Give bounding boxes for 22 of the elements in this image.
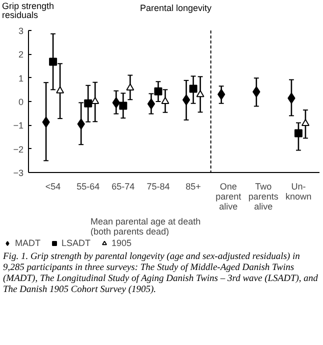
legend-label: LSADT <box>62 238 91 248</box>
x-tick-label: 65-74 <box>112 182 135 192</box>
caption: Fig. 1. Grip strength by parental longevity (age and sex-adjusted residuals) in 9,285 participants in three surveys: The Study of Middle-Aged Danish Twins (MADT), The Longitudinal Study of Aging Danish Twins – 3rd wave (LSADT), and The Danish 1905 Cohort Survey (1905). <box>2 252 318 296</box>
y-tick-label: −3 <box>13 168 24 178</box>
x-tick-label: <54 <box>45 182 61 192</box>
x-tick-label: 85+ <box>186 182 201 192</box>
y-tick-label: 3 <box>18 26 24 36</box>
chart-title: Parental longevity <box>140 2 212 15</box>
y-tick-label: 2 <box>18 50 24 60</box>
y-axis-title: Grip strength residuals <box>2 1 56 21</box>
legend-label: MADT <box>15 238 40 248</box>
x-tick-label: 55-64 <box>76 182 100 192</box>
y-tick-label: −1 <box>13 120 24 131</box>
y-tick-label: 0 <box>18 97 24 107</box>
y-tick-label: 1 <box>18 73 24 84</box>
x-tick-label: 75-84 <box>146 182 170 192</box>
x-tick-label: Two parents alive <box>248 182 279 212</box>
text: Mean parental age at death (both parents dead) <box>90 216 201 236</box>
y-tick-label: −2 <box>13 144 24 154</box>
x-tick-label: Un- known <box>285 182 312 202</box>
x-tick-label: One parent alive <box>216 182 242 212</box>
legend-label: 1905 <box>112 238 132 248</box>
